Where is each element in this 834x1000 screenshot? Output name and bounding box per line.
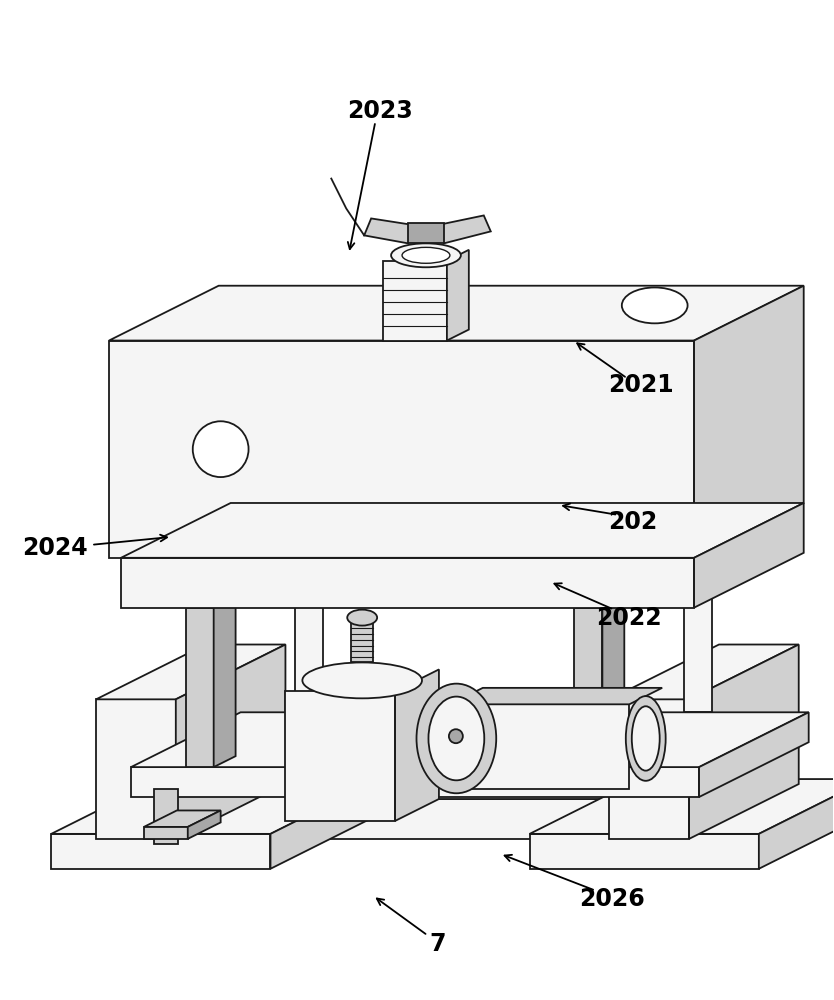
Ellipse shape (429, 697, 485, 780)
Polygon shape (121, 503, 804, 558)
Polygon shape (689, 645, 799, 839)
Polygon shape (694, 503, 804, 608)
Polygon shape (121, 558, 694, 608)
Ellipse shape (626, 696, 666, 781)
Polygon shape (295, 553, 324, 712)
Text: 2021: 2021 (609, 373, 674, 397)
Polygon shape (188, 810, 221, 839)
Polygon shape (96, 645, 285, 699)
Text: 202: 202 (609, 510, 658, 534)
Text: 2022: 2022 (596, 606, 661, 630)
Polygon shape (575, 608, 602, 767)
Polygon shape (285, 691, 395, 821)
Polygon shape (447, 250, 469, 341)
Ellipse shape (303, 662, 422, 698)
Ellipse shape (622, 287, 687, 323)
Polygon shape (144, 810, 221, 827)
Text: 2026: 2026 (580, 887, 646, 911)
Polygon shape (96, 699, 176, 839)
Ellipse shape (449, 729, 463, 743)
Polygon shape (436, 215, 490, 243)
Polygon shape (684, 553, 712, 712)
Text: 7: 7 (430, 932, 446, 956)
Polygon shape (383, 261, 447, 341)
Polygon shape (699, 712, 809, 797)
Polygon shape (131, 712, 809, 767)
Polygon shape (154, 789, 178, 844)
Text: 2023: 2023 (347, 99, 413, 123)
Ellipse shape (416, 684, 496, 793)
Polygon shape (610, 699, 689, 839)
Polygon shape (351, 623, 373, 662)
Polygon shape (109, 341, 694, 558)
Polygon shape (450, 688, 662, 704)
Polygon shape (759, 779, 834, 869)
Polygon shape (364, 218, 416, 243)
Polygon shape (530, 834, 759, 869)
Polygon shape (408, 223, 444, 243)
Ellipse shape (402, 247, 450, 263)
Polygon shape (214, 597, 236, 767)
Polygon shape (176, 799, 610, 839)
Ellipse shape (391, 243, 461, 267)
Polygon shape (270, 779, 380, 869)
Polygon shape (530, 779, 834, 834)
Polygon shape (109, 286, 804, 341)
Ellipse shape (193, 421, 249, 477)
Polygon shape (51, 834, 270, 869)
Text: 2024: 2024 (23, 536, 88, 560)
Polygon shape (144, 827, 188, 839)
Ellipse shape (632, 706, 660, 771)
Polygon shape (186, 608, 214, 767)
Polygon shape (694, 286, 804, 558)
Polygon shape (176, 645, 285, 839)
Polygon shape (395, 669, 439, 821)
Polygon shape (131, 767, 699, 797)
Polygon shape (602, 597, 625, 767)
Polygon shape (176, 744, 719, 799)
Polygon shape (51, 779, 380, 834)
Polygon shape (610, 645, 799, 699)
Ellipse shape (347, 610, 377, 626)
Polygon shape (450, 704, 630, 789)
